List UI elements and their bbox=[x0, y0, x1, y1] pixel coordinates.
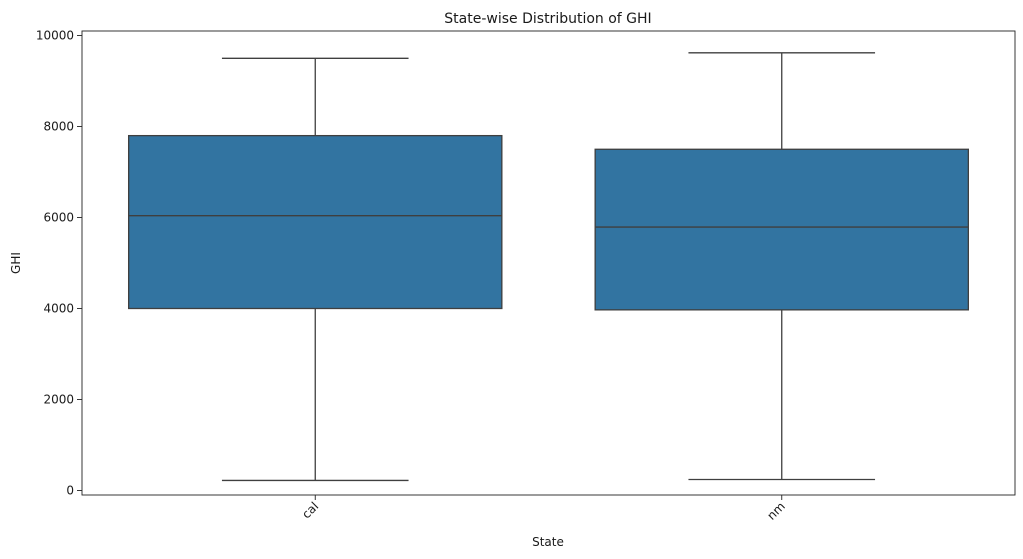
box-cal bbox=[127, 57, 503, 482]
y-tick-label: 8000 bbox=[43, 120, 74, 134]
box-iqr bbox=[594, 148, 970, 311]
y-tick-label: 6000 bbox=[43, 211, 74, 225]
y-tick-label: 2000 bbox=[43, 392, 74, 406]
x-tick-label: cal bbox=[299, 499, 321, 521]
x-axis: cal nm bbox=[299, 495, 788, 523]
x-tick-label: nm bbox=[764, 499, 788, 523]
box-iqr bbox=[127, 134, 503, 310]
y-tick-label: 0 bbox=[66, 483, 74, 497]
y-axis: 0 2000 4000 6000 8000 10000 bbox=[36, 29, 82, 497]
x-axis-label: State bbox=[532, 535, 564, 549]
y-tick-label: 4000 bbox=[43, 301, 74, 315]
plot-marks bbox=[127, 52, 970, 482]
y-axis-label: GHI bbox=[9, 252, 23, 274]
chart-title: State-wise Distribution of GHI bbox=[444, 11, 651, 27]
plot-frame bbox=[81, 30, 1016, 496]
box-nm bbox=[594, 52, 970, 481]
y-tick-label: 10000 bbox=[36, 29, 74, 43]
